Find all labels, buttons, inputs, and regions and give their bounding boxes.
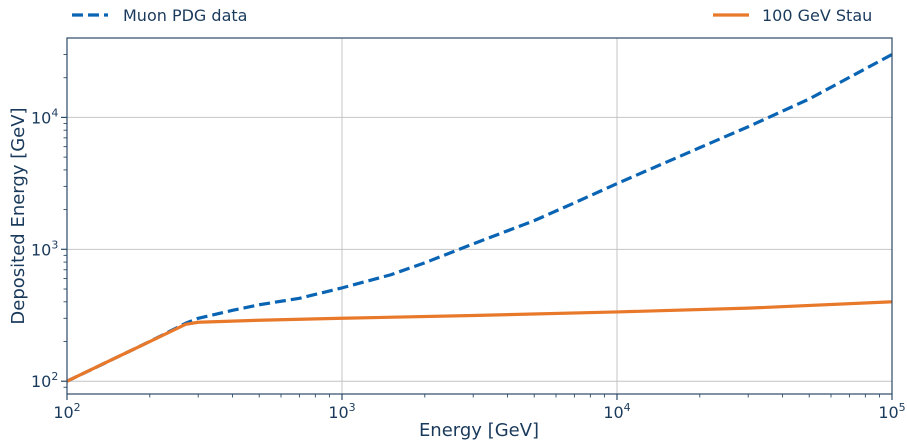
x-axis-title: Energy [GeV] [419,420,539,441]
series-line-stau [66,300,893,383]
x-tick-label: 104 [603,401,630,422]
x-tick-label: 105 [878,401,905,422]
series-line-muon [66,53,893,383]
x-tick-label: 102 [53,401,80,422]
grid [67,38,892,394]
legend-label-muon: Muon PDG data [123,6,247,25]
x-tick-label: 103 [328,401,355,422]
y-tick-label: 102 [31,370,58,391]
plot-frame [66,37,893,395]
legend: Muon PDG data 100 GeV Stau [72,6,872,25]
legend-label-stau: 100 GeV Stau [762,6,872,25]
plot-series [66,53,893,383]
y-axis-title: Deposited Energy [GeV] [8,107,29,324]
tick-labels: 102 103 104 105 102 103 104 [31,106,906,422]
y-tick-label: 103 [31,238,58,259]
y-tick-label: 104 [31,106,58,127]
axis-ticks [61,54,893,400]
